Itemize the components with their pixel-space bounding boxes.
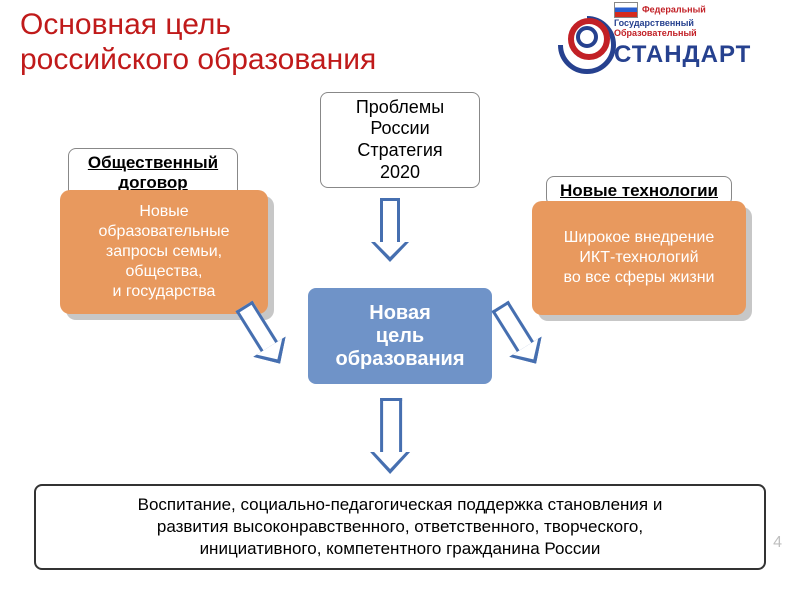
logo-brand: СТАНДАРТ: [614, 41, 751, 69]
logo-icon: [558, 16, 608, 66]
top-strategy-box: Проблемы России Стратегия 2020: [320, 92, 480, 188]
logo-line1: Федеральный: [642, 4, 706, 14]
center-goal-card: Новая цель образования: [308, 288, 492, 384]
arrow-center-to-bottom: [370, 398, 412, 476]
bottom-outcome-box: Воспитание, социально-педагогическая под…: [34, 484, 766, 570]
arrow-head-fill: [375, 242, 405, 257]
slide-title: Основная цель российского образования: [20, 8, 376, 77]
logo-line3: Образовательный: [614, 28, 751, 38]
left-card: Новые образовательные запросы семьи, общ…: [60, 190, 268, 314]
fgos-logo: Федеральный ГосударственныйОбразовательны…: [558, 2, 751, 69]
right-card: Широкое внедрение ИКТ-технологий во все …: [532, 201, 746, 315]
page-number: 4: [773, 534, 782, 552]
arrow-top-down: [371, 198, 409, 264]
logo-line2: Государственный: [614, 18, 751, 28]
flag-icon: [614, 2, 638, 18]
arrow-shaft: [380, 198, 400, 244]
